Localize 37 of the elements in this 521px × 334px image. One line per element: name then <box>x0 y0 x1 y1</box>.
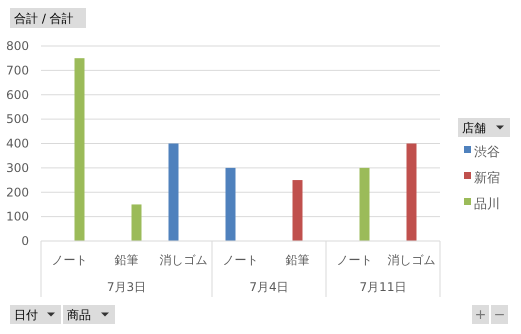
bar <box>168 144 178 241</box>
zoom-button: + <box>472 305 489 324</box>
x-tick-label: ノート <box>52 253 88 267</box>
x-tick-label: ノート <box>222 253 258 267</box>
y-tick-label: 100 <box>6 210 29 224</box>
y-tick-label: 400 <box>6 136 29 150</box>
chart-title: 合計 / 合計 <box>14 12 74 26</box>
text: 7月11日 <box>360 280 406 294</box>
legend-title: 店舗 <box>462 121 486 135</box>
text: 7月3日 <box>106 280 146 294</box>
x-tick-label: ノート <box>336 253 372 267</box>
x-tick-label: 消しゴム <box>388 253 436 267</box>
legend-title: 店舗 <box>458 118 510 137</box>
legend-label: 品川 <box>474 197 500 212</box>
bar <box>360 168 370 241</box>
bar <box>74 58 84 241</box>
y-tick-label: 200 <box>6 185 29 200</box>
zoom-button: − <box>491 305 508 324</box>
bar <box>226 168 236 241</box>
text: 7月4日 <box>249 280 289 294</box>
title: 合計 / 合計 <box>10 8 86 28</box>
bar <box>406 144 416 241</box>
field-button: 日付 <box>10 305 61 324</box>
bar <box>292 180 302 241</box>
legend-label: 渋谷 <box>474 145 500 160</box>
x-tick-label: 鉛筆 <box>286 253 310 267</box>
bar <box>132 204 142 241</box>
y-tick-label: 600 <box>6 88 29 102</box>
y-tick-label: 500 <box>6 112 29 126</box>
legend-label: 新宿 <box>474 170 500 186</box>
y-tick-label: 700 <box>6 63 29 78</box>
x-tick-label: 鉛筆 <box>114 253 138 267</box>
x-tick-label: 消しゴム <box>160 253 208 267</box>
y-tick-label: 0 <box>21 234 29 248</box>
y-tick-label: 800 <box>6 39 29 53</box>
field-button: 商品 <box>63 305 115 324</box>
y-tick-label: 300 <box>6 160 29 175</box>
